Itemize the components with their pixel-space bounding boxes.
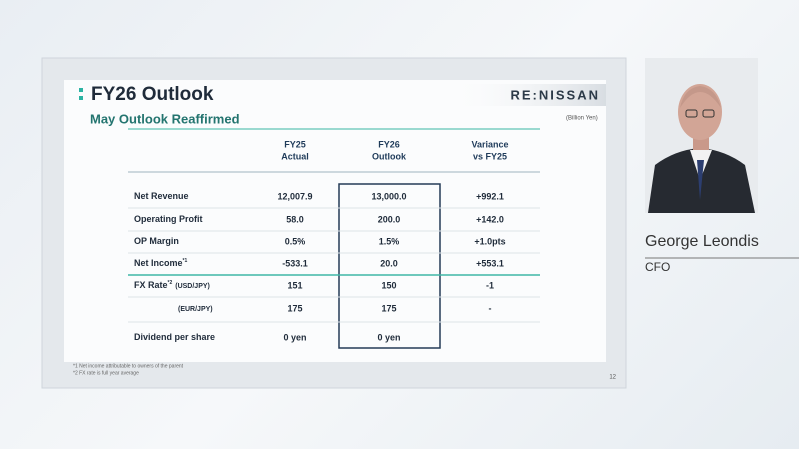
column-header: Outlook <box>372 151 407 161</box>
cell: 175 <box>381 303 396 313</box>
label-text: FX Rate <box>134 280 168 290</box>
subtitle: May Outlook Reaffirmed <box>90 111 240 126</box>
cell: 200.0 <box>378 214 401 224</box>
unit: (Billion Yen) <box>566 116 598 122</box>
cell: 0 yen <box>377 332 400 342</box>
label-text: Dividend per share <box>134 332 215 342</box>
cell: 58.0 <box>286 214 304 224</box>
cell: - <box>489 303 492 313</box>
row-label: Net Revenue <box>134 191 189 201</box>
column-header: FY25 <box>284 139 306 149</box>
row-label: Operating Profit <box>134 214 203 224</box>
slide <box>64 80 606 362</box>
cell: 175 <box>287 303 302 313</box>
cell: +1.0pts <box>474 236 505 246</box>
row-label: Net Income*1 <box>134 258 187 268</box>
page-number: 12 <box>609 375 616 381</box>
label-unit: (EUR/JPY) <box>178 306 213 313</box>
column-header: FY26 <box>378 139 400 149</box>
row-label: FX Rate*2 (USD/JPY) <box>134 280 210 290</box>
label-text: Operating Profit <box>134 214 203 224</box>
column-header: Actual <box>281 151 309 161</box>
speaker-role: CFO <box>645 260 670 274</box>
row-label: (EUR/JPY) <box>178 306 213 313</box>
row-label: Dividend per share <box>134 332 215 342</box>
highlight-box <box>338 183 441 349</box>
cell: -533.1 <box>282 258 308 268</box>
cell: +142.0 <box>476 214 504 224</box>
cell: 0.5% <box>285 236 306 246</box>
speaker-video <box>645 58 758 213</box>
label-text: Net Income <box>134 258 183 268</box>
column-header: Variance <box>471 139 508 149</box>
cell: 151 <box>287 280 302 290</box>
label-text: Net Revenue <box>134 191 189 201</box>
label-note: *2 <box>168 280 173 286</box>
column-header: vs FY25 <box>473 151 507 161</box>
cell: +992.1 <box>476 191 504 201</box>
title-dot <box>79 88 83 92</box>
footnote: *2 FX rate is full year average <box>73 370 139 376</box>
cell: 20.0 <box>380 258 398 268</box>
cell: 1.5% <box>379 236 400 246</box>
cell: -1 <box>486 280 494 290</box>
cell: 150 <box>381 280 396 290</box>
speaker-name: George Leondis <box>645 233 759 250</box>
label-unit: (USD/JPY) <box>175 283 210 290</box>
brand-band <box>440 84 606 106</box>
label-note: *1 <box>183 258 188 264</box>
cell: 0 yen <box>283 332 306 342</box>
footnote: *1 Net income attributable to owners of … <box>73 363 184 369</box>
cell: 13,000.0 <box>371 191 406 201</box>
title-dot <box>79 96 83 100</box>
slide-title: FY26 Outlook <box>91 84 214 105</box>
row-label: OP Margin <box>134 236 179 246</box>
brand: RE:NISSAN <box>510 87 600 102</box>
label-text: OP Margin <box>134 236 179 246</box>
cell: +553.1 <box>476 258 504 268</box>
cell: 12,007.9 <box>277 191 312 201</box>
